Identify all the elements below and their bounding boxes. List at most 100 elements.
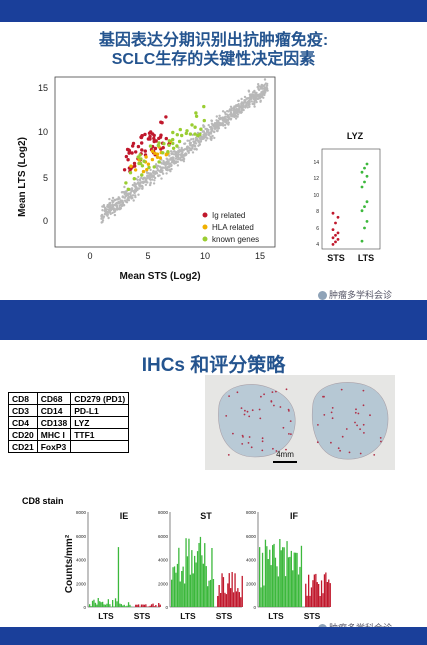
gene-point [217, 121, 220, 124]
bar [313, 574, 315, 607]
gene-point [229, 105, 233, 108]
gene-point [204, 139, 208, 142]
table-cell: CD68 [36, 392, 72, 405]
panel-title: ST [200, 511, 212, 521]
lyz-point [360, 170, 364, 174]
bar [312, 580, 314, 607]
gene-point [168, 165, 171, 168]
bar [114, 598, 117, 607]
lyz-point [365, 174, 369, 178]
gene-point [177, 151, 180, 154]
gene-point [229, 118, 233, 121]
gene-point [129, 164, 133, 168]
bar [230, 588, 232, 607]
table-cell: CD4 [8, 416, 38, 429]
bar [220, 593, 222, 607]
gene-point [248, 103, 251, 106]
gene-point [194, 142, 198, 145]
gene-point [158, 156, 162, 160]
bar [280, 550, 282, 607]
tissue-dot [379, 437, 382, 439]
bar [178, 547, 180, 607]
gene-point [121, 199, 124, 202]
tissue-dot [227, 454, 230, 456]
bar [201, 555, 203, 607]
bar [189, 574, 191, 607]
gene-point [178, 149, 181, 152]
expression-scatter-plot: 0 5 10 15 0 5 10 15 Mean STS (Log2) Mean… [17, 76, 276, 282]
gene-point [140, 148, 144, 152]
gene-point [248, 105, 251, 108]
gene-point [251, 91, 255, 94]
gene-point [257, 85, 261, 88]
bar [198, 543, 200, 607]
gene-point [255, 100, 258, 104]
x-tick: 15 [255, 251, 265, 261]
tissue-dot [362, 404, 365, 407]
bar-y-tick: 8000 [76, 510, 87, 515]
x-tick: 10 [200, 251, 210, 261]
table-row: CD4 CD138 LYZ [8, 416, 130, 429]
gene-point [132, 161, 137, 166]
gene-point [193, 125, 197, 129]
gene-point [186, 145, 189, 148]
gene-point [138, 183, 141, 186]
tissue-dot [362, 423, 365, 426]
gene-point [264, 82, 268, 85]
gene-point [149, 172, 152, 175]
lyz-point [365, 200, 369, 204]
bar [103, 604, 105, 607]
bar [232, 592, 235, 607]
gene-point [171, 141, 175, 146]
gene-point [101, 220, 104, 224]
bar [273, 543, 275, 607]
bar [267, 559, 269, 607]
gene-point [145, 167, 149, 172]
bar-y-tick: 4000 [158, 558, 169, 563]
gene-point [202, 118, 206, 123]
bar [266, 546, 268, 607]
tissue-dot [259, 417, 262, 420]
tissue-dot [373, 454, 376, 456]
table-cell [70, 440, 130, 453]
gene-point [111, 201, 115, 204]
bar [325, 572, 327, 607]
gene-point [265, 84, 269, 87]
gene-point [167, 161, 170, 164]
tissue-dot [247, 442, 250, 444]
bar [195, 562, 197, 607]
gene-point [193, 148, 196, 151]
gene-point [250, 100, 253, 103]
bar [292, 570, 294, 607]
bar-x-label: LTS [180, 611, 196, 621]
bar [120, 604, 122, 607]
gene-point [137, 175, 140, 179]
bar [208, 580, 210, 607]
bar [155, 605, 157, 607]
bar [172, 567, 174, 607]
gene-point [178, 127, 182, 132]
gene-point [168, 154, 171, 157]
gene-point [106, 213, 110, 216]
tissue-dot [261, 437, 264, 440]
gene-point [171, 137, 175, 142]
bar [199, 536, 202, 607]
tissue-dot [331, 407, 334, 409]
gene-point [142, 159, 146, 163]
gene-point [189, 141, 192, 145]
gene-point [233, 106, 236, 109]
gene-point [146, 174, 149, 177]
gene-point [243, 99, 247, 102]
gene-point [198, 140, 201, 143]
bar [241, 575, 243, 607]
gene-point [257, 83, 260, 86]
gene-point [117, 197, 121, 200]
bar [305, 583, 307, 607]
gene-point [132, 199, 135, 202]
gene-point [218, 114, 221, 117]
gene-point [149, 182, 152, 185]
gene-point [115, 198, 118, 201]
bar [159, 604, 161, 607]
gene-point [170, 152, 174, 156]
bar [182, 566, 184, 607]
